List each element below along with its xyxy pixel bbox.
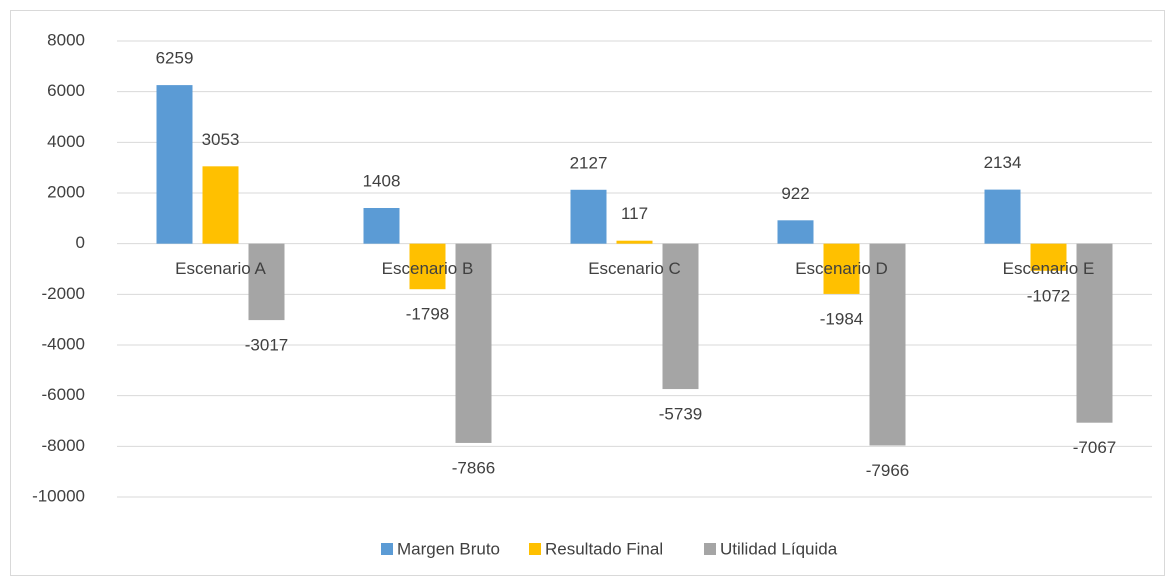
data-label: 6259 — [156, 49, 194, 68]
legend-swatch — [529, 543, 541, 555]
bar — [363, 207, 400, 244]
y-tick-label: 8000 — [47, 30, 85, 49]
bar — [202, 166, 239, 244]
bar — [1076, 243, 1113, 423]
y-tick-label: -10000 — [32, 486, 85, 505]
data-label: 2127 — [570, 153, 608, 172]
legend-swatch — [381, 543, 393, 555]
x-tick-label: Escenario D — [795, 259, 888, 278]
data-label: 3053 — [202, 130, 240, 149]
data-label: -7866 — [452, 458, 495, 477]
legend-label: Margen Bruto — [397, 539, 500, 558]
y-tick-label: -6000 — [42, 385, 85, 404]
y-tick-label: 4000 — [47, 132, 85, 151]
data-label: -3017 — [245, 336, 288, 355]
data-label: 117 — [621, 204, 648, 223]
x-tick-label: Escenario A — [175, 259, 266, 278]
x-tick-label: Escenario C — [588, 259, 681, 278]
legend-swatch — [704, 543, 716, 555]
bar — [156, 85, 193, 244]
data-label: 922 — [781, 184, 809, 203]
x-tick-label: Escenario B — [382, 259, 474, 278]
bar — [455, 243, 492, 443]
bar — [1030, 243, 1067, 271]
y-tick-label: 6000 — [47, 81, 85, 100]
legend-label: Utilidad Líquida — [720, 539, 838, 558]
y-tick-label: 0 — [76, 233, 85, 252]
data-label: 2134 — [984, 153, 1022, 172]
data-label: -1984 — [820, 309, 863, 328]
y-tick-label: 2000 — [47, 182, 85, 201]
data-label: 1408 — [363, 171, 401, 190]
bar — [823, 243, 860, 294]
data-label: -5739 — [659, 405, 702, 424]
bar — [984, 189, 1021, 244]
bar — [616, 240, 653, 244]
bar — [248, 243, 285, 321]
y-tick-label: -4000 — [42, 334, 85, 353]
bar — [777, 220, 814, 244]
data-label: -1798 — [406, 305, 449, 324]
bar — [662, 243, 699, 390]
y-tick-label: -8000 — [42, 436, 85, 455]
data-label: -1072 — [1027, 286, 1070, 305]
x-tick-label: Escenario E — [1003, 259, 1095, 278]
bar — [570, 189, 607, 244]
data-label: -7067 — [1073, 438, 1116, 457]
y-tick-label: -2000 — [42, 284, 85, 303]
chart-border — [10, 10, 1165, 576]
legend-label: Resultado Final — [545, 539, 663, 558]
bar — [409, 243, 446, 290]
bar — [869, 243, 906, 446]
data-label: -7966 — [866, 461, 909, 480]
